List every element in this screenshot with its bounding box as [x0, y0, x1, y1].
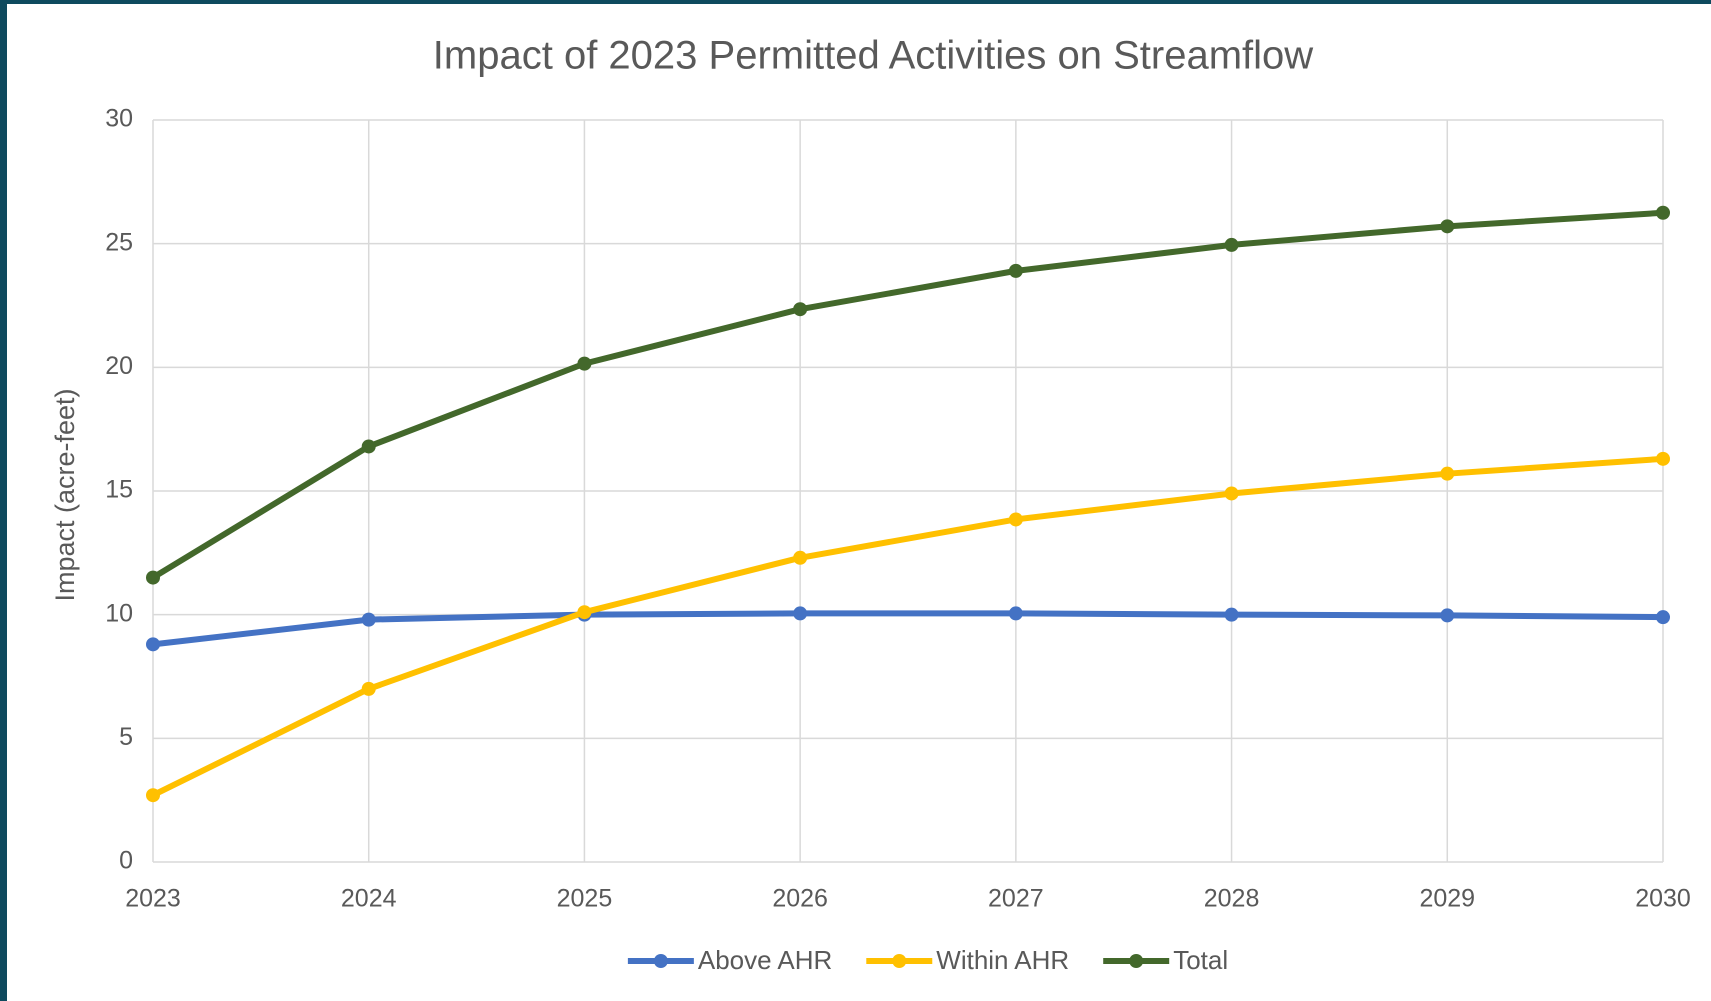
x-tick-label: 2029 [1419, 885, 1475, 913]
x-tick-label: 2027 [988, 885, 1044, 913]
x-tick-label: 2028 [1204, 885, 1260, 913]
data-point [1008, 263, 1023, 278]
data-point [793, 302, 808, 317]
series-line [152, 610, 1664, 648]
legend-label: Above AHR [698, 945, 832, 975]
data-point [361, 612, 376, 627]
data-point [146, 637, 160, 652]
y-tick-label: 15 [105, 476, 133, 504]
y-tick-label: 25 [105, 228, 133, 256]
data-point [146, 570, 160, 585]
legend-marker [653, 954, 668, 968]
data-point [577, 605, 592, 620]
data-point [1440, 219, 1455, 234]
legend-label: Total [1173, 945, 1228, 975]
x-tick-label: 2023 [125, 885, 181, 913]
legend-marker [892, 954, 907, 968]
x-tick-label: 2024 [341, 885, 397, 913]
y-tick-label: 20 [105, 352, 133, 380]
series-line [151, 209, 1664, 581]
data-point [146, 788, 160, 803]
legend-item: Within AHR [866, 945, 1069, 975]
y-tick-label: 0 [119, 847, 133, 875]
legend-marker [1129, 954, 1144, 968]
y-tick-label: 10 [105, 599, 133, 627]
data-point [577, 356, 592, 371]
chart-frame: Impact of 2023 Permitted Activities on S… [7, 4, 1711, 1001]
data-point [1224, 237, 1239, 252]
data-point [361, 681, 376, 696]
data-point [1656, 610, 1670, 625]
y-tick-label: 5 [119, 723, 133, 751]
data-point [1656, 451, 1670, 466]
data-point [1224, 607, 1239, 622]
data-point [793, 606, 808, 621]
x-tick-label: 2025 [557, 885, 613, 913]
data-point [793, 550, 808, 565]
y-axis-title: Impact (acre-feet) [50, 388, 80, 601]
series-line [151, 455, 1664, 798]
data-point [1008, 512, 1023, 527]
data-point [1656, 205, 1670, 220]
data-point [1224, 486, 1239, 501]
legend-item: Above AHR [627, 945, 832, 975]
x-tick-label: 2026 [772, 885, 828, 913]
x-tick-label: 2030 [1635, 885, 1691, 913]
data-point [361, 439, 376, 454]
chart: Impact of 2023 Permitted Activities on S… [50, 34, 1691, 975]
legend-item: Total [1103, 945, 1228, 975]
y-tick-label: 30 [105, 105, 133, 133]
data-point [1008, 606, 1023, 621]
legend-label: Within AHR [936, 945, 1069, 975]
data-point [1440, 608, 1455, 623]
chart-title: Impact of 2023 Permitted Activities on S… [433, 34, 1314, 78]
data-point [1440, 466, 1455, 481]
